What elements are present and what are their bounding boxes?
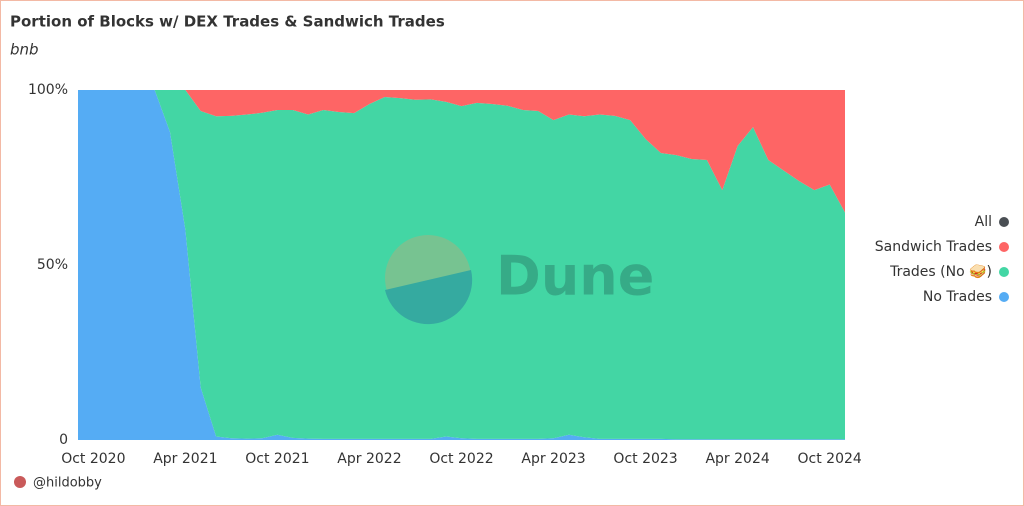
y-tick-label: 0	[59, 432, 68, 448]
footer: @hildobby	[33, 476, 102, 491]
legend-swatch	[999, 217, 1009, 227]
x-tick-label: Oct 2023	[613, 451, 677, 467]
legend-label: Trades (No 🥪)	[889, 264, 992, 280]
area	[78, 90, 845, 213]
x-tick-label: Apr 2023	[521, 451, 585, 467]
plot	[78, 90, 845, 440]
legend-label: Sandwich Trades	[875, 239, 992, 255]
x-tick-label: Oct 2024	[798, 451, 862, 467]
legend-swatch	[999, 292, 1009, 302]
x-tick-label: Apr 2024	[705, 451, 769, 467]
chart-title: Portion of Blocks w/ DEX Trades & Sandwi…	[10, 13, 445, 31]
legend-label: No Trades	[923, 289, 992, 305]
legend-label: All	[975, 214, 992, 230]
area	[78, 90, 845, 440]
x-tick-label: Oct 2022	[429, 451, 493, 467]
watermark: Dune	[385, 235, 654, 325]
x-tick-label: Apr 2022	[337, 451, 401, 467]
watermark-logo	[385, 235, 471, 321]
legend-swatch	[999, 242, 1009, 252]
x-tick-label: Apr 2021	[153, 451, 217, 467]
area	[78, 90, 845, 440]
x-tick-label: Oct 2020	[61, 451, 125, 467]
watermark-logo-part	[385, 270, 473, 325]
x-tick-label: Oct 2021	[245, 451, 309, 467]
chart-subtitle: bnb	[10, 41, 39, 59]
y-tick-label: 100%	[28, 82, 68, 98]
watermark-text: Dune	[496, 245, 654, 308]
avatar	[14, 476, 26, 488]
y-tick-label: 50%	[37, 257, 68, 273]
legend-swatch	[999, 267, 1009, 277]
